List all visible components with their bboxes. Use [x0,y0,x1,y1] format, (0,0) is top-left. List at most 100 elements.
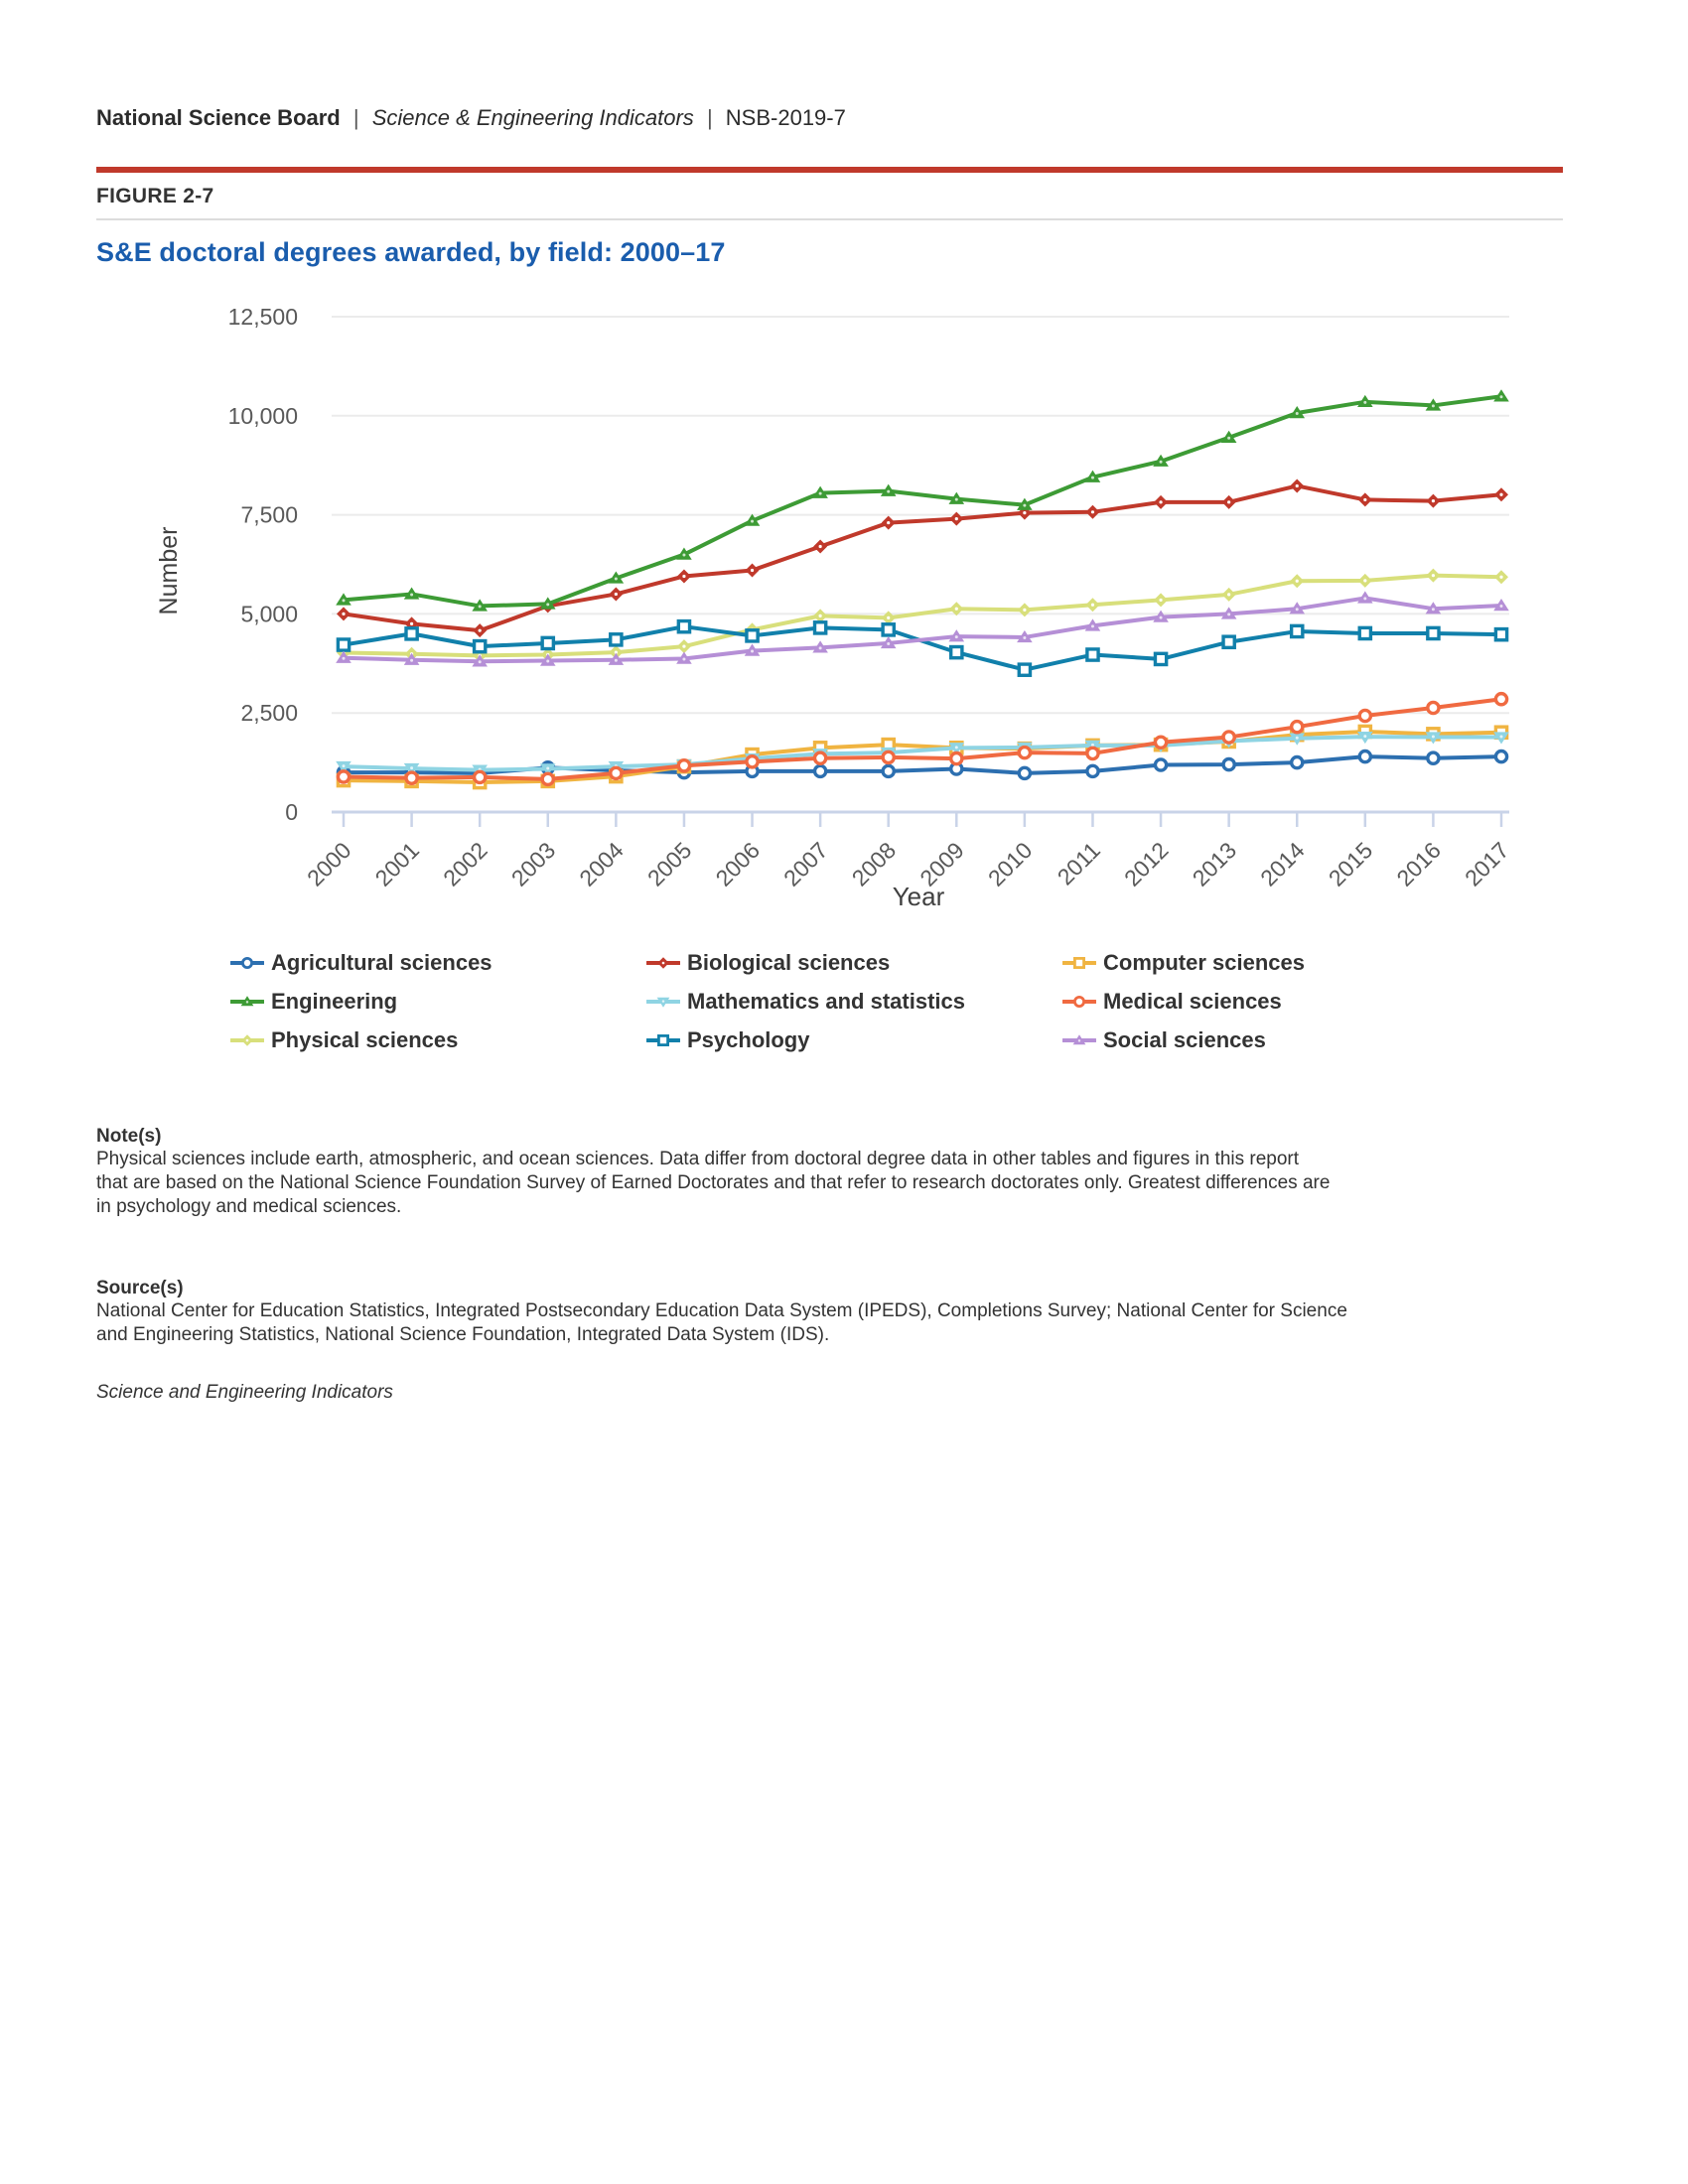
series-medical-sciences-point-circle-marker [540,771,556,787]
sources-line: National Center for Education Statistics… [96,1300,1347,1321]
series-biological-sciences-point-marker-centre [1295,483,1299,488]
series-agricultural-sciences-point-circle-marker [1289,754,1305,770]
series-medical-sciences-point-circle-marker [609,765,624,781]
series-physical-sciences-point-marker-centre [1023,608,1027,613]
report-id: NSB-2019-7 [725,105,846,130]
legend-item-engineering[interactable]: Engineering [229,989,646,1014]
series-line-engineering [342,394,1503,609]
series-biological-sciences-point-marker-centre [1090,510,1095,514]
series-biological-sciences-point-marker-centre [478,628,482,632]
series-psychology-point-square-marker [1289,623,1305,639]
series-social-sciences-point-marker-centre [1090,624,1094,628]
series-biological-sciences-point-marker-centre [1499,492,1503,496]
light-divider [96,218,1563,220]
series-engineering-point-marker-centre [1363,400,1367,404]
sources-block: Source(s) National Center for Education … [96,1278,1566,1347]
sources-line: and Engineering Statistics, National Sci… [96,1324,830,1345]
series-medical-sciences-point-circle-marker [881,750,897,765]
series-biological-sciences-point-marker-centre [1159,500,1163,504]
legend-item-mathematics-and-statistics[interactable]: Mathematics and statistics [645,989,1062,1014]
notes-line: Physical sciences include earth, atmosph… [96,1149,1300,1169]
series-agricultural-sciences-point-circle-marker [812,763,828,779]
series-psychology-point-square-marker [1426,625,1441,641]
legend-marker-centre [245,1038,249,1042]
series-biological-sciences-point-marker-centre [1023,511,1027,515]
legend-label: Physical sciences [271,1027,459,1052]
x-axis-tick-label: 2000 [302,837,356,891]
y-axis-tick-label: 0 [285,799,298,825]
series-agricultural-sciences-point-circle-marker [1153,757,1169,772]
series-psychology-point-square-marker [676,618,692,634]
series-social-sciences-point-marker-centre [1431,608,1435,612]
series-engineering-point-marker-centre [1090,476,1094,479]
x-axis-tick-label: 2003 [506,837,561,891]
series-physical-sciences-point-marker-centre [682,644,686,648]
legend-item-medical-sciences[interactable]: Medical sciences [1061,989,1478,1014]
series-psychology-point-square-marker [1085,647,1100,662]
series-engineering-point-marker-centre [818,491,822,495]
series-engineering-point-marker-centre [478,605,482,609]
x-axis-title: Year [893,882,945,911]
series-social-sciences-point-marker-centre [1295,608,1299,612]
document-header: National Science Board | Science & Engin… [96,105,846,131]
legend-label: Social sciences [1103,1027,1266,1052]
series-engineering-point-marker-centre [1227,436,1231,440]
chart-svg: 0 2,500 5,000 7,500 10,000 12,500 2000 2001 2002… [155,304,1514,911]
legend-item-psychology[interactable]: Psychology [645,1027,1062,1052]
legend-item-physical-sciences[interactable]: Physical sciences [229,1027,646,1052]
series-psychology-point-square-marker [1221,634,1236,650]
legend-item-agricultural-sciences[interactable]: Agricultural sciences [229,950,646,975]
legend-square-marker [1073,957,1085,969]
series-engineering-point-marker-centre [342,599,346,603]
series-mathematics-and-statistics-point-marker-centre [342,764,346,768]
figure-title: S&E doctoral degrees awarded, by field: … [96,237,726,267]
series-physical-sciences-point-marker-centre [1499,575,1503,579]
series-physical-sciences-point-marker-centre [1227,593,1231,597]
legend-label: Psychology [687,1027,810,1052]
series-medical-sciences-point-circle-marker [1221,730,1236,745]
legend-item-computer-sciences[interactable]: Computer sciences [1061,950,1478,975]
series-engineering-point-marker-centre [751,519,755,523]
y-axis-tick-label: 5,000 [240,601,298,626]
series-line-biological-sciences [342,483,1503,633]
series-medical-sciences-point-circle-marker [1426,700,1441,716]
y-axis-tick-label: 10,000 [228,403,298,429]
chart-legend: Agricultural sciences Biological science… [229,950,1511,1052]
legend-marker-square-icon [1061,952,1097,974]
series-biological-sciences-point-marker-centre [409,621,414,625]
series-biological-sciences-point-marker-centre [614,592,618,597]
x-axis-tick-label: 2001 [370,837,425,891]
series-social-sciences-point-marker-centre [887,641,891,645]
series-social-sciences-point-marker-centre [410,658,414,662]
series-physical-sciences-point-marker-centre [1295,579,1299,583]
x-axis-tick-label: 2016 [1391,837,1446,891]
series-physical-sciences-point-marker-centre [818,614,822,617]
series-agricultural-sciences-point-circle-marker [1493,749,1509,764]
series-medical-sciences-point-circle-marker [1085,746,1100,761]
series-medical-sciences-point-circle-marker [1153,735,1169,751]
legend-item-biological-sciences[interactable]: Biological sciences [645,950,1062,975]
line-chart: 0 2,500 5,000 7,500 10,000 12,500 2000 2001 2002… [0,278,1688,953]
series-line-social-sciences [342,596,1503,664]
series-mathematics-and-statistics-point-marker-centre [1295,736,1299,740]
series-line-physical-sciences [342,573,1503,658]
legend-marker-svg [1061,996,1097,1008]
series-engineering-point-marker-centre [954,497,958,501]
series-engineering-point-marker-centre [410,593,414,597]
legend-label: Engineering [271,989,398,1014]
series-social-sciences-point-marker-centre [1363,597,1367,601]
publisher-name: National Science Board [96,105,341,130]
series-agricultural-sciences-point-circle-marker [1357,749,1373,764]
legend-item-social-sciences[interactable]: Social sciences [1061,1027,1478,1052]
legend-marker-svg [1061,957,1097,969]
sources-heading: Source(s) [96,1278,184,1298]
series-line-mathematics-and-statistics [342,735,1503,772]
series-psychology-point-square-marker [1153,651,1169,667]
series-biological-sciences-point-marker-centre [954,516,958,521]
series-agricultural-sciences-point-circle-marker [1017,765,1033,781]
series-social-sciences-point-marker-centre [1499,605,1503,609]
series-medical-sciences-point-circle-marker [472,769,488,785]
series-engineering-point-marker-centre [682,553,686,557]
series-mathematics-and-statistics-point-marker-centre [1499,735,1503,739]
series-mathematics-and-statistics-point-marker-centre [954,746,958,750]
